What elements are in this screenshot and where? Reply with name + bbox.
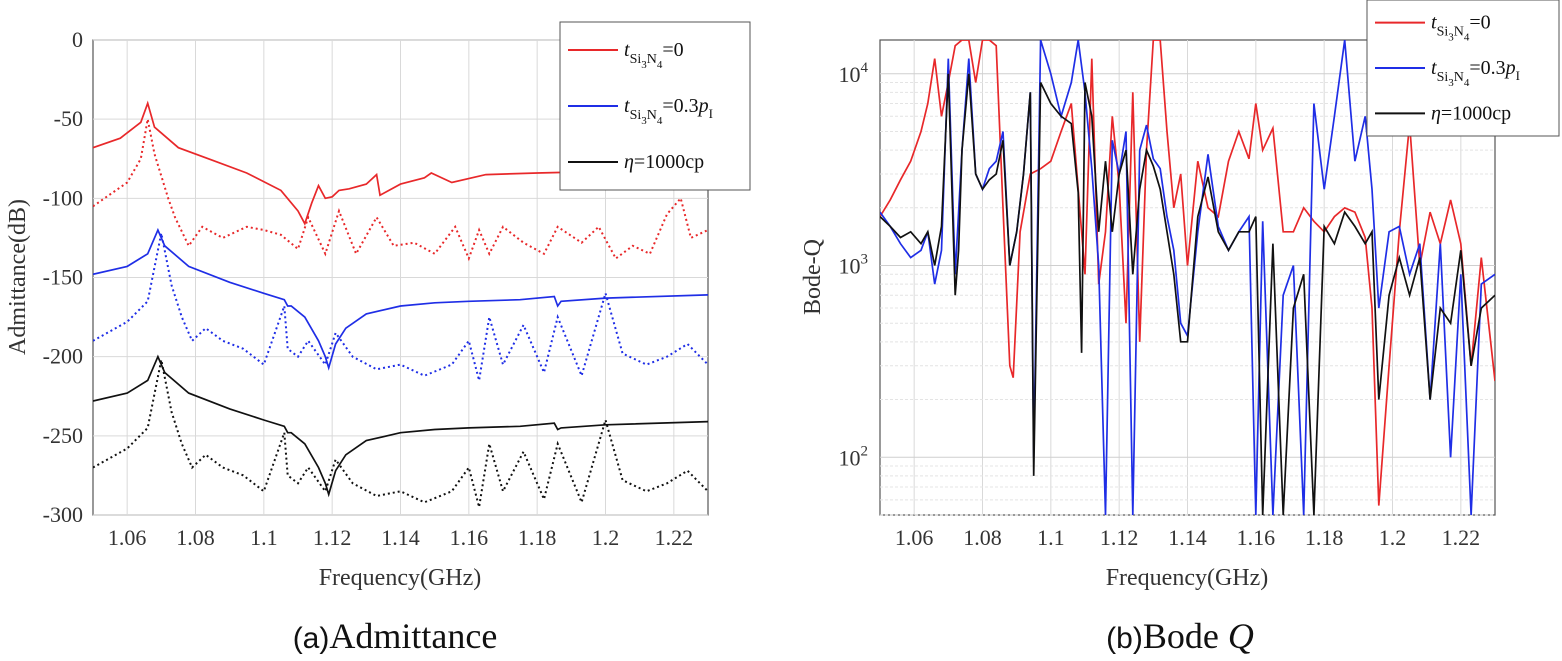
x-axis-label: Frequency(GHz) [319, 565, 482, 591]
y-tick-label: -300 [43, 502, 83, 527]
series-line-0 [93, 100, 708, 226]
y-tick-label: -150 [43, 265, 83, 290]
x-tick-labels: 1.06 1.08 1.1 1.12 1.14 1.16 1.18 1.2 1.22 [895, 525, 1480, 550]
x-tick-label: 1.08 [963, 525, 1002, 550]
y-tick-labels: 104 103 102 [839, 60, 869, 471]
legend-label: tSi3N4=0 [1431, 12, 1491, 44]
admittance-chart: 1.06 1.08 1.1 1.12 1.14 1.16 1.18 1.2 1.22 0 -50 -… [5, 21, 751, 656]
series-line-4 [93, 354, 708, 498]
y-tick-label: -200 [43, 344, 83, 369]
x-tick-label: 1.22 [655, 525, 694, 550]
y-tick-label: 0 [72, 27, 83, 52]
x-tick-labels: 1.06 1.08 1.1 1.12 1.14 1.16 1.18 1.2 1.22 [108, 525, 693, 550]
x-tick-label: 1.16 [450, 525, 489, 550]
x-tick-label: 1.1 [250, 525, 278, 550]
y-tick-label: -250 [43, 423, 83, 448]
legend-label: tSi3N4=0.3pI [624, 95, 713, 127]
legend-label: η=1000cp [624, 151, 704, 173]
x-tick-label: 1.12 [1100, 525, 1139, 550]
series-line-5 [93, 359, 708, 508]
series-group [880, 40, 1495, 515]
x-tick-label: 1.2 [1379, 525, 1407, 550]
y-tick-label: 104 [839, 60, 869, 87]
y-tick-label: 103 [839, 252, 869, 279]
x-tick-label: 1.14 [1168, 525, 1207, 550]
x-tick-label: 1.14 [381, 525, 420, 550]
series-line-2 [93, 227, 708, 371]
x-tick-label: 1.18 [1305, 525, 1344, 550]
x-tick-label: 1.06 [108, 525, 147, 550]
series-line-0 [880, 40, 1495, 506]
x-tick-label: 1.12 [313, 525, 352, 550]
caption-italic: Q [1228, 616, 1254, 656]
x-tick-label: 1.18 [518, 525, 557, 550]
caption: (b)Bode Q [1106, 616, 1254, 656]
caption-text: Admittance [329, 616, 497, 656]
bode-q-chart: 1.06 1.08 1.1 1.12 1.14 1.16 1.18 1.2 1.22 10410… [800, 0, 1560, 656]
y-tick-label: -100 [43, 185, 83, 210]
x-axis-label: Frequency(GHz) [1106, 565, 1269, 591]
y-tick-label: -50 [54, 106, 83, 131]
legend: tSi3N4=0 tSi3N4=0.3pI η=1000cp [559, 21, 751, 191]
x-tick-label: 1.2 [592, 525, 620, 550]
x-tick-label: 1.22 [1442, 525, 1481, 550]
y-axis-label: Bode-Q [800, 239, 826, 315]
caption-prefix: (a) [293, 622, 330, 655]
legend-label: tSi3N4=0 [624, 39, 684, 71]
caption: (a)Admittance [293, 616, 498, 656]
series-group [93, 100, 708, 508]
legend-label: η=1000cp [1431, 102, 1511, 124]
x-tick-label: 1.08 [176, 525, 215, 550]
x-tick-label: 1.06 [895, 525, 934, 550]
caption-prefix: (b) [1106, 622, 1143, 655]
y-tick-label: 102 [839, 443, 869, 470]
x-tick-label: 1.1 [1037, 525, 1065, 550]
legend: tSi3N4=0 tSi3N4=0.3pI η=1000cp [1366, 0, 1560, 137]
series-line-1 [93, 119, 708, 262]
caption-text: Bode [1143, 616, 1228, 656]
y-axis-label: Admittance(dB) [5, 199, 31, 355]
x-tick-label: 1.16 [1237, 525, 1276, 550]
series-line-2 [880, 73, 1495, 515]
series-line-3 [93, 233, 708, 381]
legend-label: tSi3N4=0.3pI [1431, 57, 1520, 89]
y-tick-labels: 0 -50 -100 -150 -200 -250 -300 [43, 27, 83, 527]
